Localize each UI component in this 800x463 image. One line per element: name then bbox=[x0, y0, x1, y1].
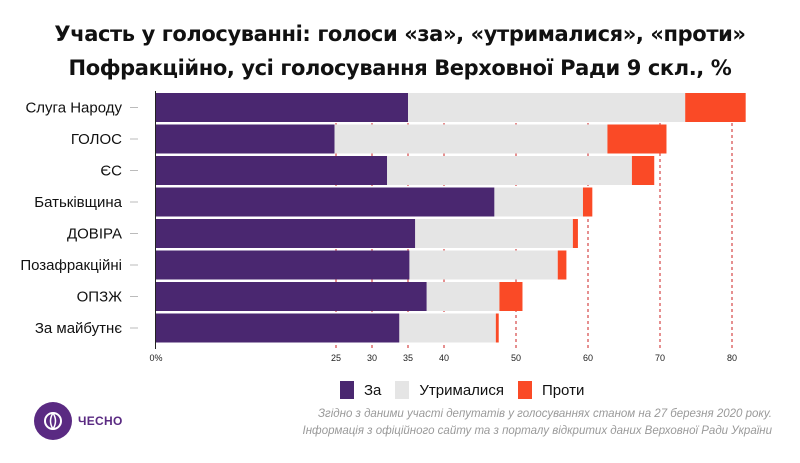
bar-za bbox=[156, 93, 408, 122]
bar-proty bbox=[499, 282, 523, 311]
category-label: ДОВІРА bbox=[67, 226, 122, 243]
category-label: За майбутнє bbox=[35, 320, 123, 337]
category-label: ЄС bbox=[100, 163, 122, 180]
legend-label-za: За bbox=[364, 381, 382, 399]
chart-subtitle: Пофракційно, усі голосування Верховної Р… bbox=[68, 56, 732, 80]
bar-proty bbox=[685, 93, 746, 122]
legend-item-proty: Проти bbox=[517, 381, 585, 399]
bar-proty bbox=[557, 250, 567, 280]
source-note: Згідно з даними участі депутатів у голос… bbox=[303, 406, 772, 440]
category-label: Слуга Народу bbox=[25, 100, 122, 117]
bar-utrymalysia bbox=[408, 93, 686, 122]
bar-za bbox=[156, 219, 416, 248]
bar-utrymalysia bbox=[426, 282, 500, 311]
x-tick-label: 0% bbox=[149, 353, 162, 363]
chart-title: Участь у голосуванні: голоси «за», «утри… bbox=[54, 22, 746, 46]
bar-utrymalysia bbox=[334, 124, 608, 154]
source-line-2: Інформація з офіційного сайту та з порта… bbox=[302, 425, 772, 437]
legend-label-proty: Проти bbox=[541, 381, 585, 399]
legend-swatch-proty bbox=[517, 381, 532, 399]
x-tick-label: 30 bbox=[367, 353, 377, 363]
legend-swatch-za bbox=[340, 381, 354, 399]
bar-za bbox=[156, 282, 427, 311]
bar-utrymalysia bbox=[415, 219, 573, 248]
bar-utrymalysia bbox=[494, 187, 583, 217]
legend-swatch-utrymalysia bbox=[395, 381, 410, 399]
chesno-logo: ЧЕСНО bbox=[34, 402, 123, 440]
bar-utrymalysia bbox=[399, 313, 496, 343]
bar-utrymalysia bbox=[387, 156, 632, 185]
x-tick-label: 35 bbox=[403, 353, 413, 363]
bar-za bbox=[156, 156, 388, 185]
x-tick-label: 40 bbox=[439, 353, 449, 363]
bar-za bbox=[156, 250, 410, 280]
x-tick-label: 80 bbox=[727, 353, 737, 363]
category-label: ГОЛОС bbox=[71, 131, 122, 148]
bar-proty bbox=[572, 219, 578, 248]
category-label: Батьківщина bbox=[34, 194, 122, 211]
x-tick-label: 70 bbox=[655, 353, 665, 363]
bar-proty bbox=[607, 124, 667, 154]
bar-proty bbox=[582, 187, 593, 217]
legend-label-utrymalysia: Утрималися bbox=[419, 381, 504, 399]
chesno-logo-icon bbox=[34, 402, 72, 440]
chesno-logo-text: ЧЕСНО bbox=[78, 414, 123, 428]
legend: За Утрималися Проти bbox=[340, 380, 584, 400]
bar-za bbox=[156, 124, 335, 154]
bar-proty bbox=[495, 313, 499, 343]
source-line-1: Згідно з даними участі депутатів у голос… bbox=[317, 408, 772, 420]
bar-proty bbox=[631, 156, 655, 185]
bar-za bbox=[156, 313, 400, 343]
x-tick-label: 50 bbox=[511, 353, 521, 363]
category-label: ОПЗЖ bbox=[77, 289, 123, 306]
legend-item-za: За bbox=[340, 381, 381, 399]
category-label: Позафракційні bbox=[20, 257, 122, 274]
bar-utrymalysia bbox=[409, 250, 558, 280]
legend-item-utrymalysia: Утрималися bbox=[395, 381, 504, 399]
x-tick-label: 60 bbox=[583, 353, 593, 363]
x-tick-label: 25 bbox=[331, 353, 341, 363]
bar-za bbox=[156, 187, 495, 217]
